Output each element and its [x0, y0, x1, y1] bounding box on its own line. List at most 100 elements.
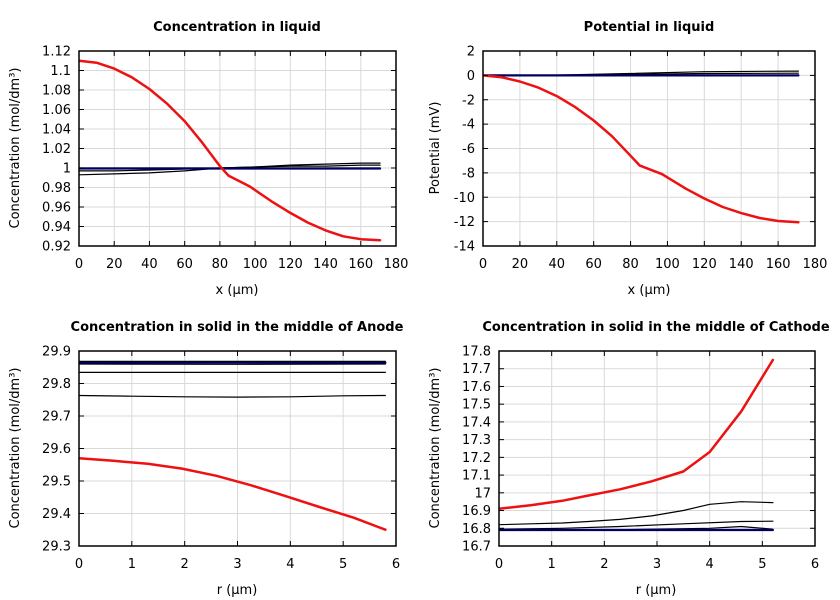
y-tick-label: 29.4 — [42, 507, 71, 522]
y-tick-label: 17 — [474, 486, 491, 501]
y-tick-label: 0.94 — [42, 220, 71, 235]
x-tick-label: 80 — [212, 257, 229, 272]
x-tick-label: 3 — [233, 557, 241, 572]
series-line-t2 — [499, 520, 774, 530]
series-group — [79, 59, 382, 242]
plot-area: 0 1 2 3 4 5 6 29.3 29.4 29.5 29.6 29.7 29.8 29.9 — [42, 345, 400, 573]
y-tick-label: 2 — [467, 45, 475, 60]
x-tick-label: 2 — [600, 557, 608, 572]
x-tick-label: 1 — [128, 557, 136, 572]
y-tick-label: 16.9 — [462, 504, 491, 519]
x-tick-label: 180 — [803, 257, 828, 272]
y-tick-label: 29.5 — [42, 475, 71, 490]
y-axis-label: Potential (mV) — [428, 102, 443, 195]
y-tick-label: 17.1 — [462, 469, 491, 484]
y-tick-label: 17.6 — [462, 380, 491, 395]
chart-title: Concentration in solid in the middle of … — [71, 320, 404, 335]
y-tick-label: 1.04 — [42, 123, 71, 138]
x-tick-label: 5 — [339, 557, 347, 572]
x-tick-label: 0 — [75, 557, 83, 572]
series-line-t4 — [79, 394, 386, 398]
x-tick-label: 6 — [811, 557, 819, 572]
y-axis-label: Concentration (mol/dm³) — [428, 368, 443, 529]
plot-area: 0 20 40 60 80 100 120 140 160 180 0.92 0.94 0.96 0.98… — [42, 45, 408, 273]
x-axis-label: r (µm) — [636, 583, 677, 598]
y-tick-label: 0.98 — [42, 181, 71, 196]
x-axis-label: x (µm) — [216, 283, 259, 298]
chart-title: Potential in liquid — [584, 20, 715, 35]
chart-title: Concentration in liquid — [153, 20, 321, 35]
x-tick-label: 140 — [313, 257, 338, 272]
x-tick-label: 20 — [512, 257, 529, 272]
y-tick-label: -4 — [462, 118, 475, 133]
y-tick-label: 17.3 — [462, 433, 491, 448]
y-tick-label: 0 — [467, 69, 475, 84]
x-tick-label: 80 — [622, 257, 639, 272]
y-tick-label: 1.08 — [42, 84, 71, 99]
y-axis-label: Concentration (mol/dm³) — [8, 368, 23, 529]
x-tick-label: 40 — [549, 257, 566, 272]
y-tick-label: -2 — [462, 93, 475, 108]
x-tick-label: 60 — [585, 257, 602, 272]
x-tick-label: 0 — [495, 557, 503, 572]
series-line-t5 — [499, 358, 775, 511]
y-tick-label: 1.02 — [42, 142, 71, 157]
y-tick-label: 1.1 — [50, 64, 71, 79]
x-axis-label: x (µm) — [628, 283, 671, 298]
series-line-t1 — [499, 501, 774, 526]
series-group — [499, 358, 775, 532]
x-tick-label: 120 — [278, 257, 303, 272]
x-tick-label: 100 — [655, 257, 680, 272]
y-tick-label: 16.7 — [462, 540, 491, 555]
x-tick-label: 160 — [766, 257, 791, 272]
series-line-t4 — [483, 74, 800, 224]
y-tick-label: 29.6 — [42, 442, 71, 457]
x-axis-label: r (µm) — [217, 583, 258, 598]
series-group — [79, 360, 387, 531]
panel-potential-liquid: Potential in liquid x (µm) Potential (mV… — [428, 20, 714, 298]
y-tick-label: 0.92 — [42, 240, 71, 255]
y-tick-label: 29.9 — [42, 345, 71, 360]
panel-concentration-solid-anode: Concentration in solid in the middle of … — [8, 320, 404, 598]
y-tick-label: 29.8 — [42, 377, 71, 392]
x-tick-label: 3 — [653, 557, 661, 572]
x-tick-label: 0 — [75, 257, 83, 272]
y-tick-label: 17.8 — [462, 345, 491, 360]
y-tick-label: 1 — [63, 162, 71, 177]
x-tick-label: 40 — [141, 257, 158, 272]
y-tick-label: 17.7 — [462, 362, 491, 377]
panel-concentration-liquid: Concentration in liquid x (µm) Concentra… — [8, 20, 321, 298]
series-group — [483, 70, 800, 224]
y-tick-label: 29.3 — [42, 540, 71, 555]
x-tick-label: 5 — [758, 557, 766, 572]
x-tick-label: 1 — [548, 557, 556, 572]
x-tick-label: 6 — [392, 557, 400, 572]
y-tick-label: 17.4 — [462, 415, 491, 430]
x-tick-label: 140 — [729, 257, 754, 272]
x-tick-label: 4 — [286, 557, 294, 572]
y-tick-label: 17.2 — [462, 451, 491, 466]
y-tick-label: 29.7 — [42, 410, 71, 425]
chart-title: Concentration in solid in the middle of … — [482, 320, 830, 335]
y-tick-label: -10 — [454, 191, 475, 206]
x-tick-label: 100 — [243, 257, 268, 272]
plot-area: 0 20 40 60 80 100 120 140 160 180-14-12-10-8-6-4-… — [454, 45, 828, 273]
y-axis-label: Concentration (mol/dm³) — [8, 68, 23, 229]
plot-area: 0 1 2 3 4 5 6 16.7 16.8 16.9 17 17.1 17.2 17.3 17.4 17.… — [462, 345, 819, 573]
x-tick-label: 120 — [692, 257, 717, 272]
y-tick-label: -6 — [462, 142, 475, 157]
x-tick-label: 4 — [706, 557, 714, 572]
x-tick-label: 160 — [348, 257, 373, 272]
y-tick-label: 17.5 — [462, 398, 491, 413]
x-tick-label: 2 — [181, 557, 189, 572]
x-tick-label: 0 — [479, 257, 487, 272]
x-tick-label: 60 — [176, 257, 193, 272]
y-tick-label: 16.8 — [462, 522, 491, 537]
x-tick-label: 20 — [106, 257, 123, 272]
series-line-t6 — [79, 456, 387, 531]
y-tick-label: 0.96 — [42, 201, 71, 216]
y-tick-label: -14 — [454, 240, 475, 255]
y-tick-label: -12 — [454, 215, 475, 230]
series-line-t5 — [79, 59, 382, 242]
y-tick-label: -8 — [462, 166, 475, 181]
